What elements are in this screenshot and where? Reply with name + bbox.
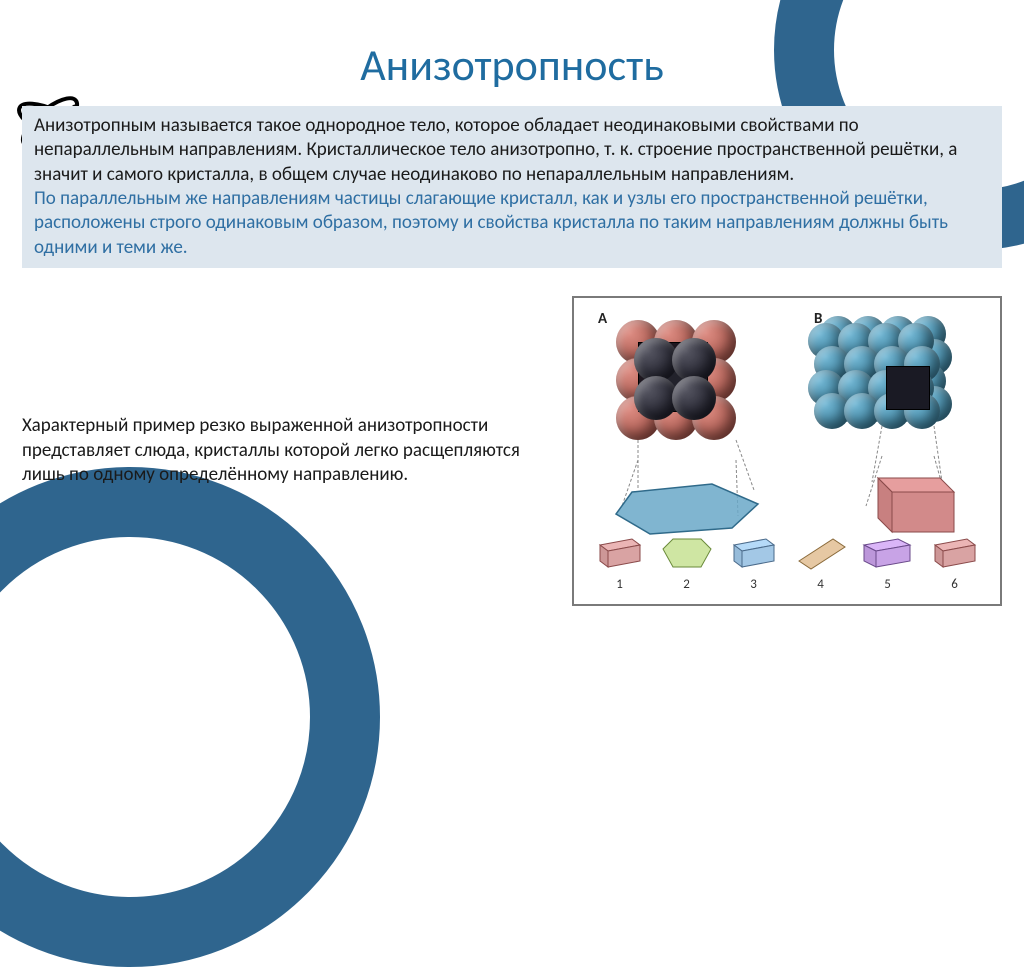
shape-number-label: 3 bbox=[724, 577, 784, 592]
definition-text-box: Анизотропным называется такое однородное… bbox=[22, 106, 1002, 268]
shape-number-label: 1 bbox=[590, 577, 650, 592]
crystal-shape-4: 4 bbox=[791, 533, 851, 592]
cluster-a bbox=[616, 320, 756, 460]
lattice-cube-small bbox=[886, 366, 930, 410]
panel-label: A bbox=[598, 310, 607, 328]
crystal-figure: AB123456 bbox=[572, 296, 1002, 606]
example-text: Характерный пример резко выраженной аниз… bbox=[22, 414, 544, 487]
shape-number-label: 2 bbox=[657, 577, 717, 592]
crystal-shape-3: 3 bbox=[724, 533, 784, 592]
crystal-shape-2: 2 bbox=[657, 533, 717, 592]
crystal-shape-5: 5 bbox=[858, 533, 918, 592]
crystal-shape-1: 1 bbox=[590, 533, 650, 592]
shape-number-label: 4 bbox=[791, 577, 851, 592]
shape-number-label: 5 bbox=[858, 577, 918, 592]
shape-number-label: 6 bbox=[925, 577, 985, 592]
definition-part1: Анизотропным называется такое однородное… bbox=[34, 114, 957, 186]
definition-part2: По параллельным же направлениям частицы … bbox=[34, 187, 948, 259]
crystal-shape-6: 6 bbox=[925, 533, 985, 592]
atom-sphere bbox=[672, 376, 716, 420]
crystal-shapes-row: 123456 bbox=[586, 538, 988, 592]
cluster-b bbox=[820, 316, 990, 466]
